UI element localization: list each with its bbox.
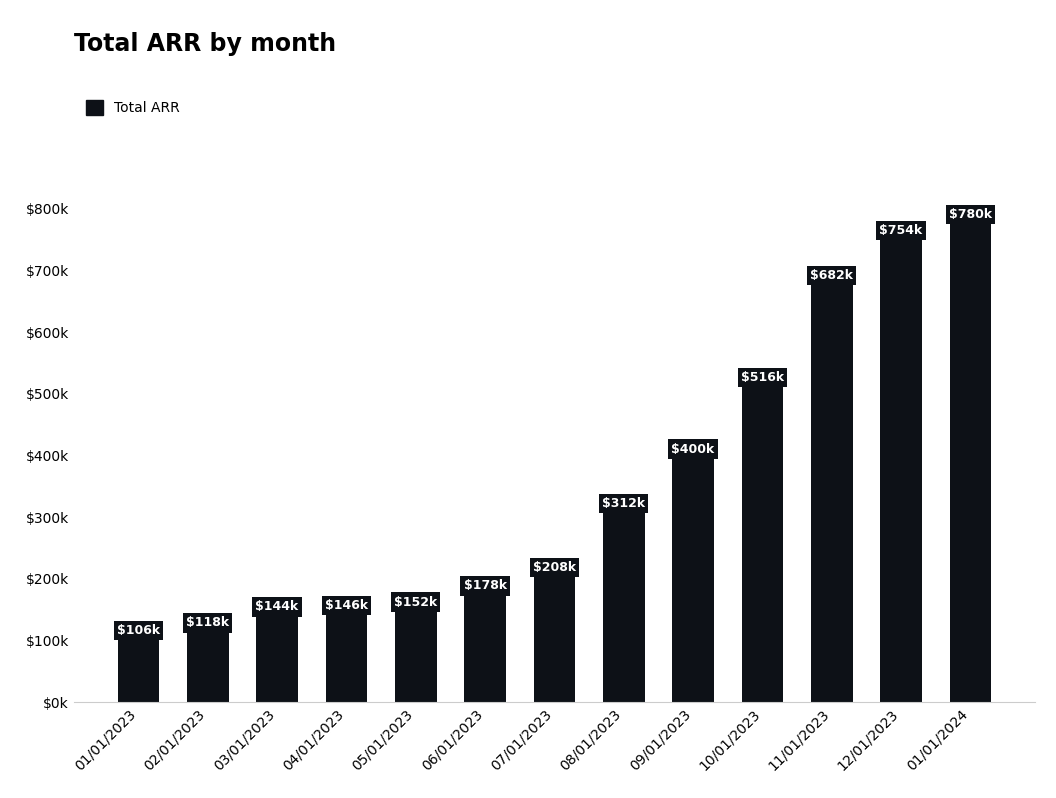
Text: $144k: $144k (256, 600, 299, 614)
Bar (465, 592, 506, 702)
Text: $146k: $146k (325, 599, 367, 612)
Bar (673, 456, 714, 702)
Text: $118k: $118k (186, 617, 229, 630)
Bar (257, 614, 298, 702)
Legend: Total ARR: Total ARR (81, 95, 186, 120)
Bar (533, 574, 576, 702)
Bar (187, 630, 228, 702)
Bar (741, 384, 784, 702)
Bar (325, 612, 367, 702)
Text: $516k: $516k (741, 371, 784, 384)
Bar (949, 221, 992, 702)
Text: $400k: $400k (672, 443, 715, 456)
Text: $682k: $682k (810, 269, 853, 282)
Text: $178k: $178k (464, 579, 507, 592)
Text: $152k: $152k (394, 595, 437, 609)
Text: $312k: $312k (602, 497, 645, 510)
Text: $208k: $208k (533, 561, 576, 574)
Bar (395, 609, 436, 702)
Text: $780k: $780k (949, 208, 992, 221)
Bar (811, 282, 852, 702)
Text: $754k: $754k (880, 224, 923, 237)
Text: Total ARR by month: Total ARR by month (74, 32, 336, 56)
Text: $106k: $106k (117, 624, 159, 637)
Bar (881, 237, 922, 702)
Bar (117, 637, 159, 702)
Bar (603, 510, 644, 702)
